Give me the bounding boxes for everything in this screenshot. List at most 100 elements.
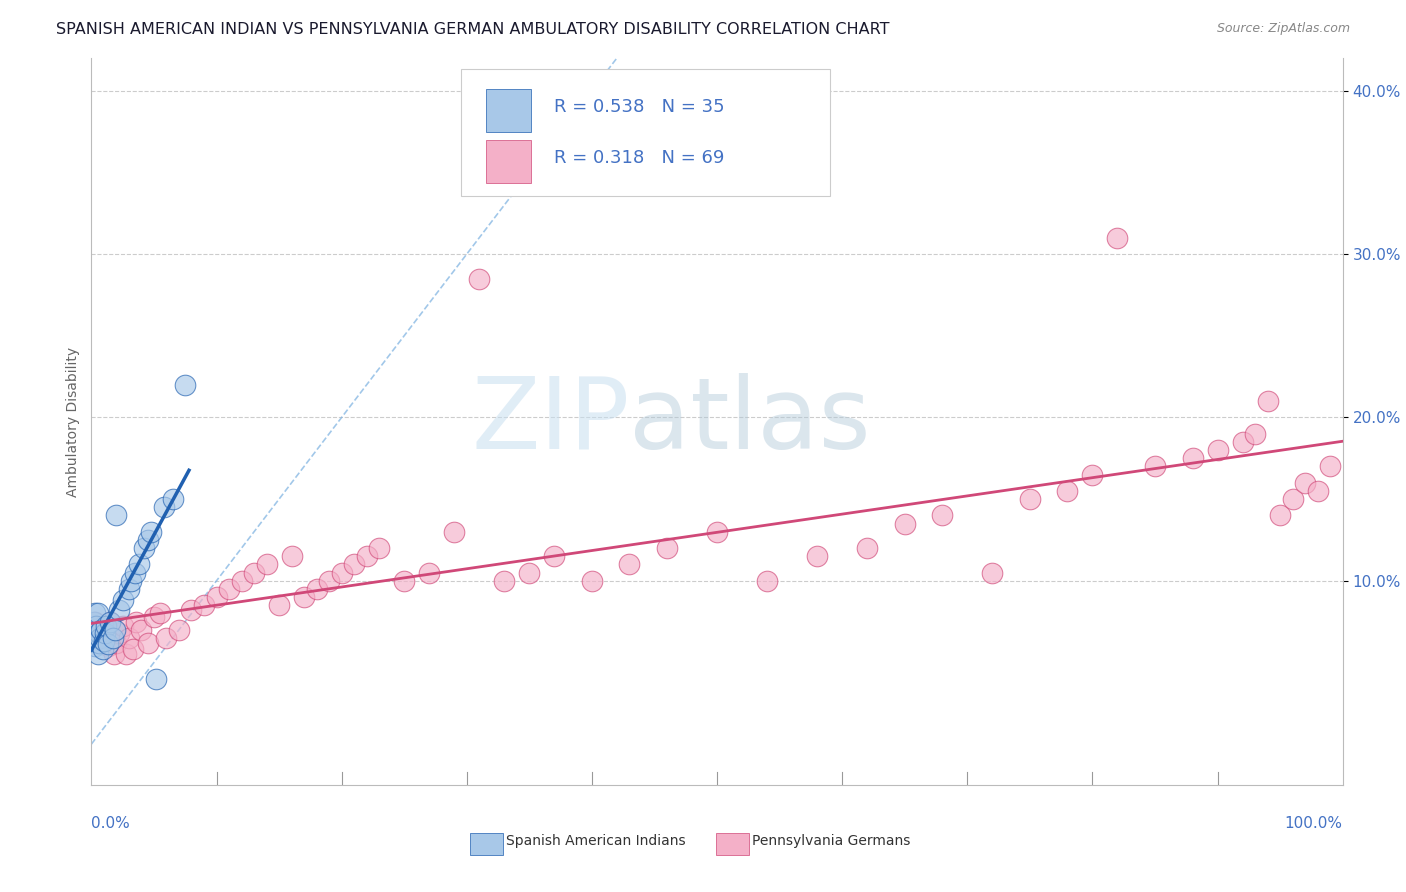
Point: [131, 623, 153, 637]
Point: [756, 574, 779, 588]
Point: [806, 549, 828, 564]
Point: [1181, 451, 1204, 466]
Point: [111, 619, 134, 633]
Point: [141, 524, 163, 539]
Point: [84, 607, 107, 621]
Point: [180, 603, 202, 617]
Point: [136, 533, 159, 547]
Text: atlas: atlas: [630, 373, 872, 470]
Point: [89, 631, 111, 645]
Point: [83, 615, 105, 629]
Point: [343, 558, 366, 572]
FancyBboxPatch shape: [485, 140, 530, 183]
Point: [267, 599, 290, 613]
Point: [82, 623, 104, 637]
Point: [856, 541, 879, 555]
FancyBboxPatch shape: [461, 69, 830, 196]
Text: Pennsylvania Germans: Pennsylvania Germans: [752, 834, 911, 848]
Point: [243, 566, 266, 580]
Point: [86, 623, 108, 637]
Point: [418, 566, 440, 580]
Point: [83, 631, 105, 645]
Point: [104, 623, 127, 637]
Point: [149, 607, 172, 621]
Point: [1257, 394, 1279, 409]
Point: [330, 566, 353, 580]
Point: [981, 566, 1004, 580]
Point: [118, 582, 141, 596]
Point: [619, 558, 641, 572]
Point: [256, 558, 278, 572]
Point: [91, 619, 114, 633]
Text: R = 0.318   N = 69: R = 0.318 N = 69: [554, 149, 724, 167]
Text: Spanish American Indians: Spanish American Indians: [506, 834, 686, 848]
Point: [86, 631, 108, 645]
Point: [136, 636, 159, 650]
Point: [1206, 443, 1229, 458]
Point: [89, 631, 111, 645]
Point: [1143, 459, 1166, 474]
Point: [145, 672, 167, 686]
Point: [86, 619, 108, 633]
Point: [86, 607, 108, 621]
Point: [1306, 483, 1329, 498]
Point: [115, 647, 138, 661]
Point: [581, 574, 603, 588]
Point: [86, 647, 108, 661]
Point: [103, 647, 125, 661]
Point: [162, 491, 184, 506]
Point: [706, 524, 728, 539]
Point: [84, 615, 107, 629]
Point: [111, 593, 134, 607]
Point: [1107, 230, 1129, 244]
Point: [98, 615, 121, 629]
Point: [443, 524, 465, 539]
Point: [118, 631, 141, 645]
Point: [93, 634, 115, 648]
Text: R = 0.538   N = 35: R = 0.538 N = 35: [554, 98, 725, 116]
Point: [101, 631, 124, 645]
Y-axis label: Ambulatory Disability: Ambulatory Disability: [66, 346, 80, 497]
Text: 100.0%: 100.0%: [1285, 816, 1343, 831]
Point: [121, 642, 143, 657]
Point: [305, 582, 328, 596]
Point: [84, 639, 107, 653]
Text: SPANISH AMERICAN INDIAN VS PENNSYLVANIA GERMAN AMBULATORY DISABILITY CORRELATION: SPANISH AMERICAN INDIAN VS PENNSYLVANIA …: [56, 22, 890, 37]
Point: [105, 636, 128, 650]
Point: [318, 574, 340, 588]
Text: ZIP: ZIP: [471, 373, 630, 470]
Point: [193, 599, 215, 613]
Point: [108, 603, 131, 617]
Point: [125, 615, 148, 629]
Point: [87, 626, 110, 640]
Point: [1081, 467, 1104, 482]
Point: [280, 549, 302, 564]
Point: [97, 639, 120, 653]
Point: [94, 626, 117, 640]
Point: [96, 619, 118, 633]
Point: [231, 574, 253, 588]
Point: [543, 549, 565, 564]
Point: [894, 516, 917, 531]
Point: [1268, 508, 1291, 523]
Point: [1294, 475, 1316, 490]
Point: [90, 623, 112, 637]
Point: [105, 508, 128, 523]
Text: 0.0%: 0.0%: [91, 816, 131, 831]
Point: [155, 631, 177, 645]
Text: Source: ZipAtlas.com: Source: ZipAtlas.com: [1216, 22, 1350, 36]
Point: [292, 590, 315, 604]
Point: [368, 541, 391, 555]
Point: [153, 500, 176, 515]
Point: [494, 574, 516, 588]
Point: [218, 582, 240, 596]
Point: [517, 566, 540, 580]
Point: [1056, 483, 1078, 498]
Point: [108, 626, 131, 640]
Point: [205, 590, 228, 604]
Point: [392, 574, 415, 588]
FancyBboxPatch shape: [485, 89, 530, 132]
Point: [120, 574, 142, 588]
Point: [94, 626, 117, 640]
Point: [167, 623, 190, 637]
